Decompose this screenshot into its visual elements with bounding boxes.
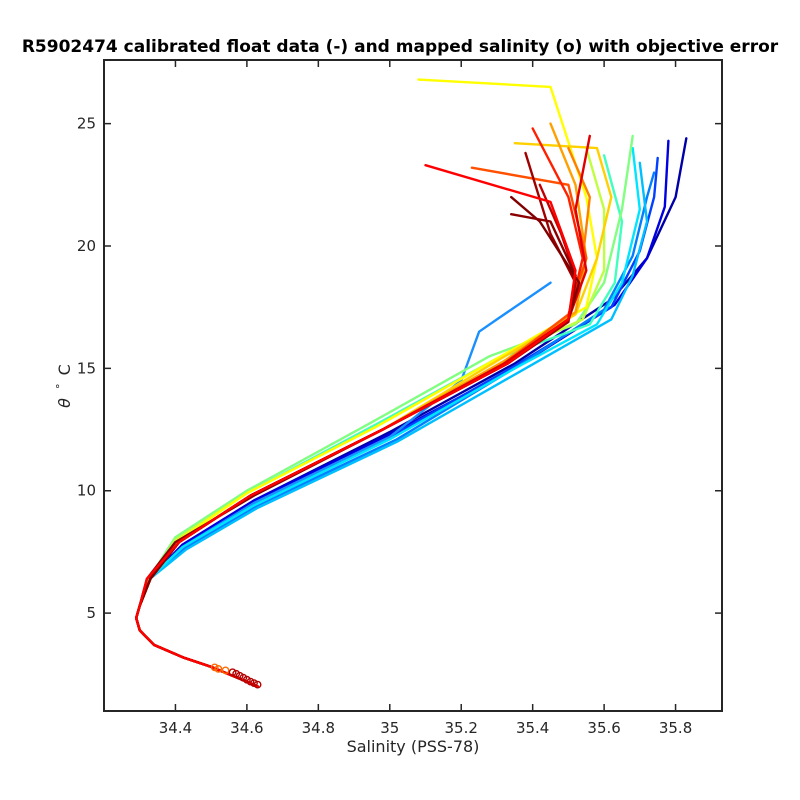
x-tick-label: 34.4 — [159, 719, 192, 737]
mapped-point — [214, 665, 223, 673]
svg-text:θ ° C: θ ° C — [49, 364, 74, 408]
mapped-points-layer — [210, 663, 262, 689]
series-line-13 — [135, 122, 588, 688]
y-axis-label-symbol: θ — [55, 398, 74, 408]
mapped-point — [250, 679, 258, 687]
series-line-14 — [135, 146, 591, 688]
chart-title: R5902474 calibrated float data (-) and m… — [22, 37, 779, 57]
series-line-11 — [135, 78, 599, 688]
mapped-point — [253, 680, 262, 689]
y-tick-label: 20 — [77, 237, 96, 255]
series-line-10 — [135, 146, 606, 688]
x-tick-label: 35 — [380, 719, 399, 737]
x-axis-label: Salinity (PSS-78) — [347, 737, 480, 756]
series-line-9 — [135, 134, 634, 688]
y-tick-label: 10 — [77, 482, 96, 500]
x-tick-label: 35.2 — [445, 719, 478, 737]
x-axis: 34.4 34.6 34.8 35 35.2 35.4 35.6 35.8 — [159, 60, 692, 737]
y-tick-label: 5 — [86, 604, 96, 622]
series-line-16 — [135, 127, 584, 688]
series-line-22 — [135, 164, 577, 688]
mapped-point — [221, 666, 230, 675]
mapped-point — [228, 668, 237, 677]
y-tick-label: 15 — [77, 359, 96, 377]
x-tick-label: 35.8 — [659, 719, 692, 737]
series-line-5 — [135, 281, 552, 688]
series-layer — [135, 78, 688, 688]
x-tick-label: 34.8 — [302, 719, 335, 737]
x-tick-label: 35.6 — [587, 719, 620, 737]
series-line-17 — [135, 134, 591, 688]
series-line-2 — [135, 139, 670, 688]
x-tick-label: 34.6 — [230, 719, 263, 737]
series-line-19 — [135, 151, 577, 688]
y-tick-label: 25 — [77, 115, 96, 133]
y-axis: 5 10 15 20 25 — [77, 115, 722, 622]
plot-frame — [103, 59, 723, 712]
y-axis-label-unit: C — [55, 364, 74, 375]
series-line-12 — [135, 142, 613, 688]
x-tick-label: 35.4 — [516, 719, 549, 737]
y-axis-label-degree: ° — [54, 383, 67, 389]
y-axis-label: θ ° C — [49, 364, 74, 408]
mapped-point — [210, 663, 219, 672]
